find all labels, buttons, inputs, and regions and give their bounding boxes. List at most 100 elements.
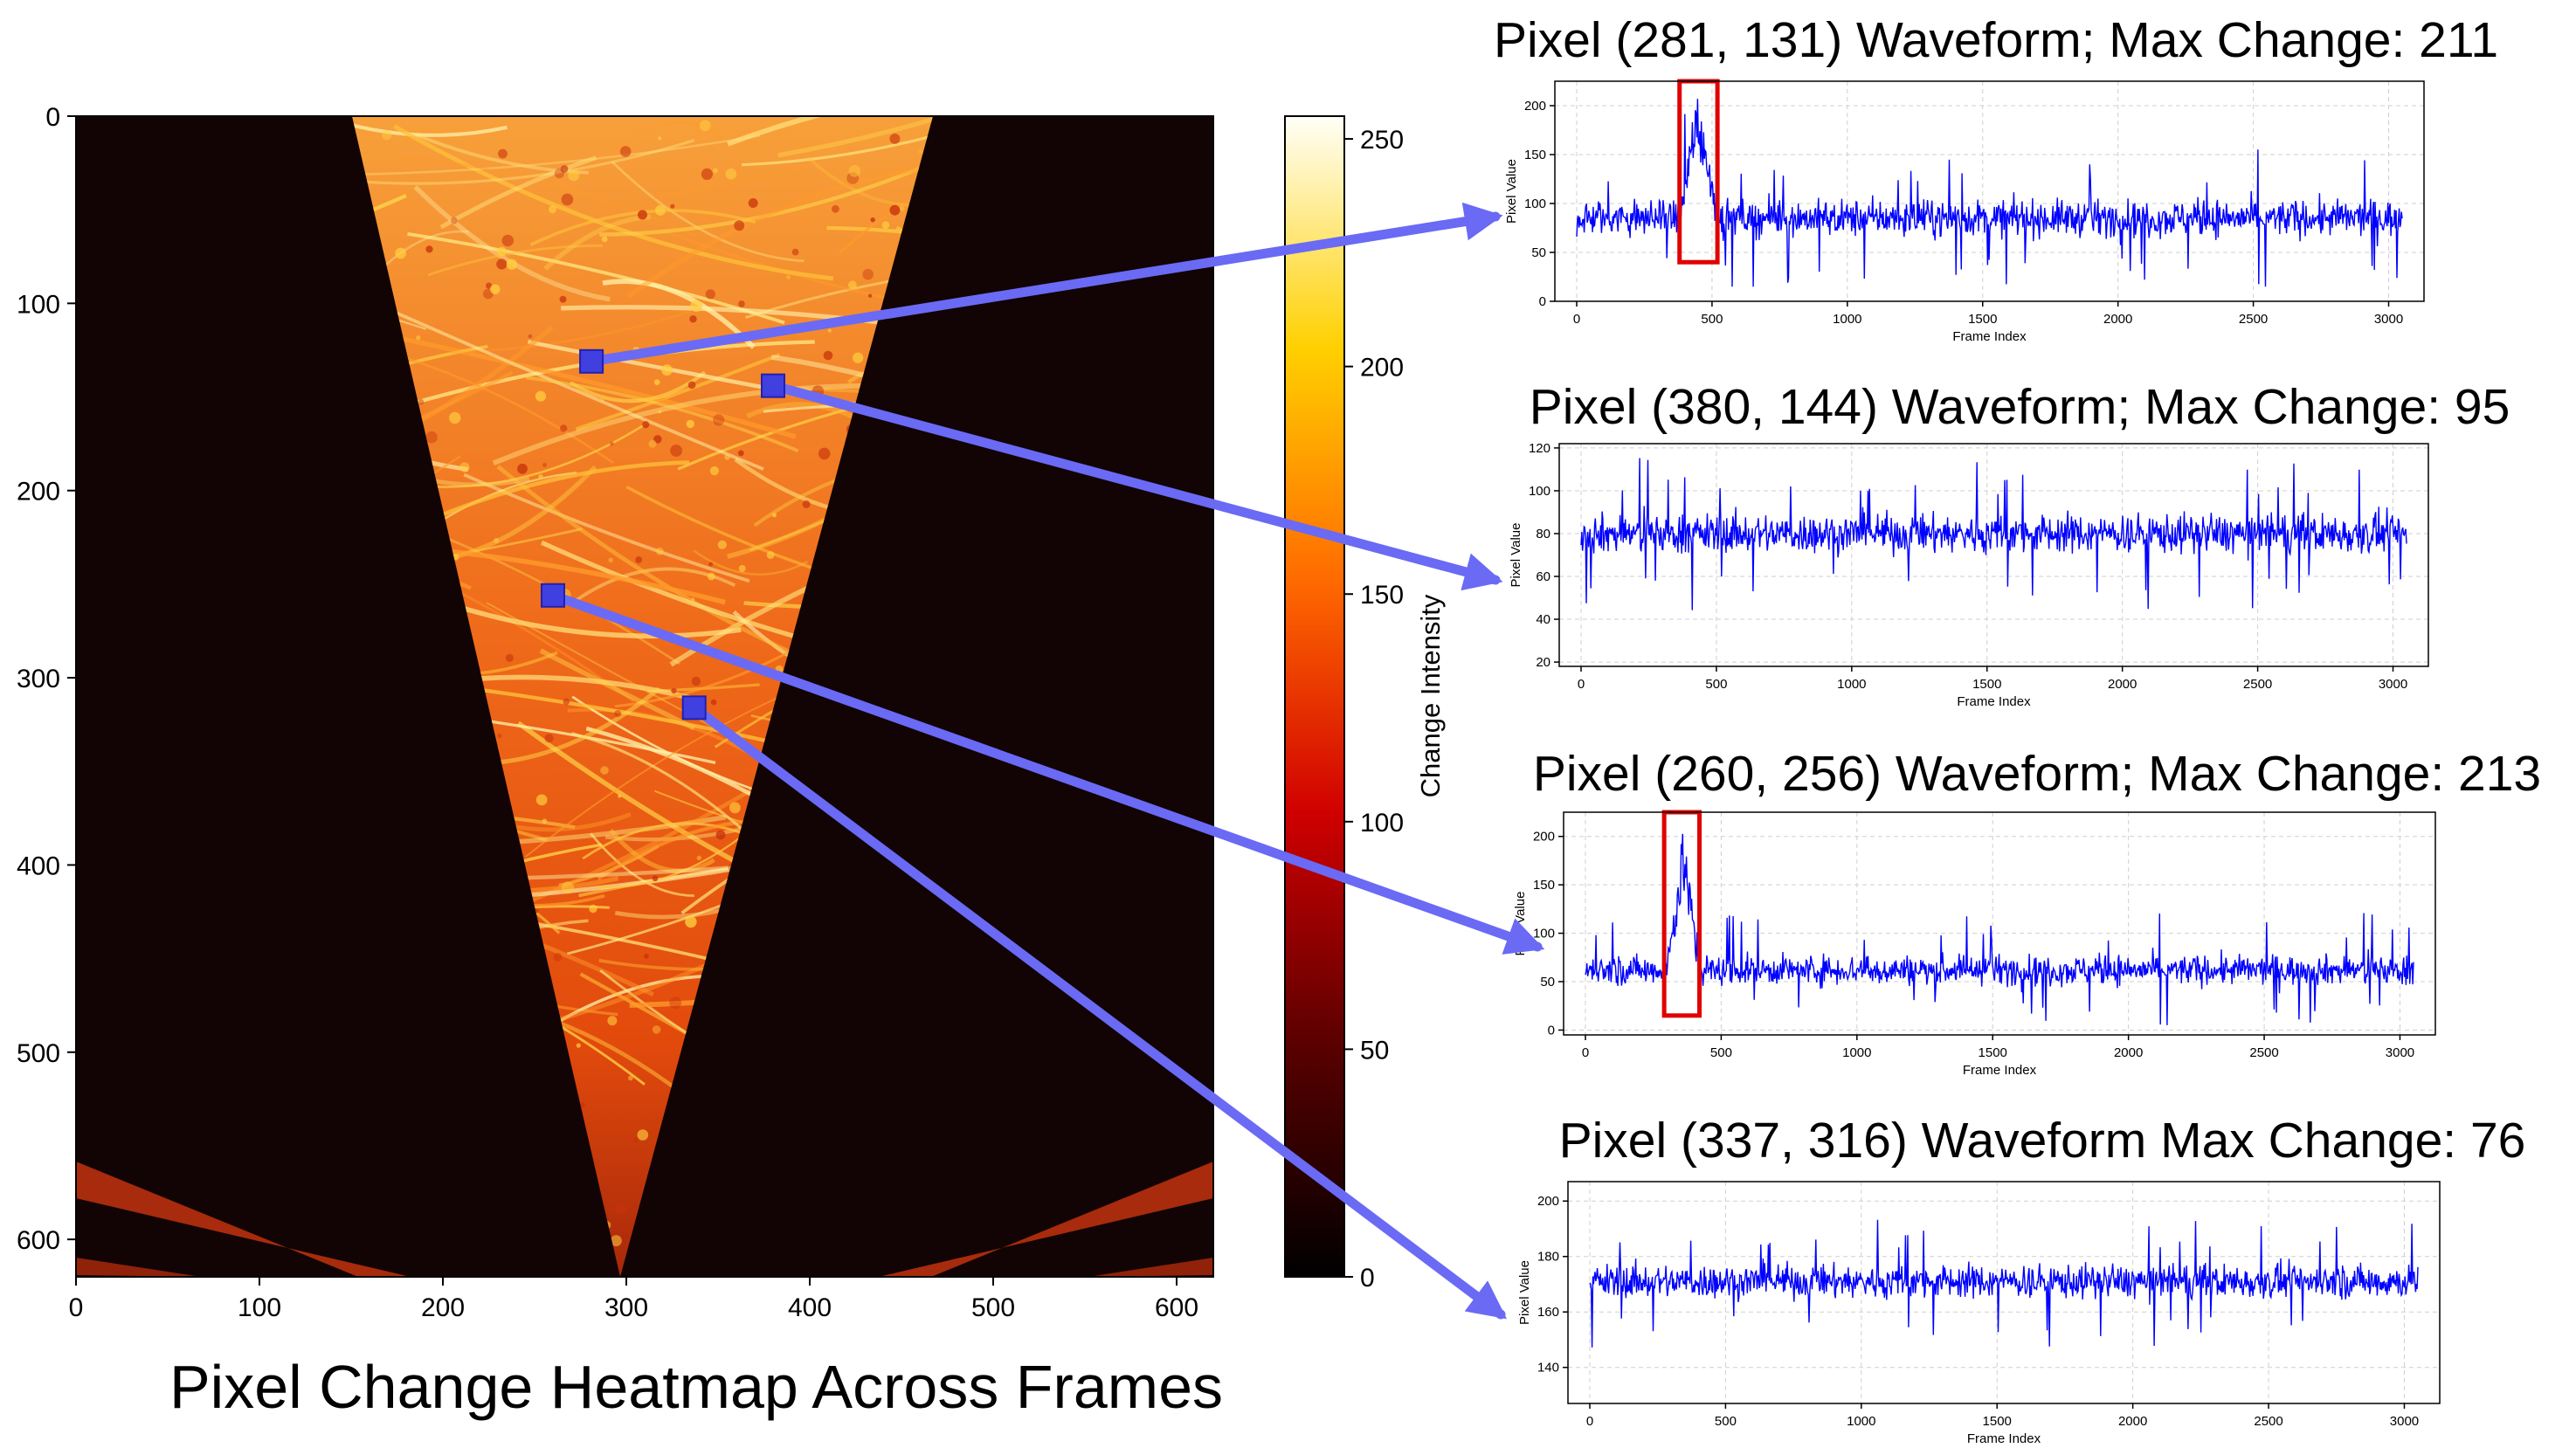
heat-speckle	[459, 462, 470, 472]
y-tick-label: 100	[1524, 197, 1546, 211]
waveform-panel-4: Pixel (337, 316) Waveform Max Change: 76…	[1517, 1113, 2525, 1446]
heat-speckle	[670, 203, 675, 209]
heat-speckle	[738, 565, 746, 572]
x-tick-label: 300	[604, 1293, 648, 1322]
heat-speckle	[710, 699, 717, 706]
heat-speckle	[713, 168, 718, 174]
heat-speckle	[725, 168, 737, 180]
x-tick-label: 500	[1701, 312, 1723, 327]
heat-speckle	[490, 284, 501, 294]
x-tick-label: 1500	[1983, 1414, 2012, 1429]
x-tick-label: 2500	[2254, 1414, 2282, 1429]
x-tick-label: 500	[1710, 1045, 1732, 1060]
heat-speckle	[635, 556, 643, 563]
x-tick-label: 3000	[2374, 312, 2403, 327]
colorbar-ticks: 0 50 100 150 200 250	[1344, 126, 1404, 1293]
heat-speckle	[705, 289, 715, 300]
y-tick-label: 150	[1533, 878, 1555, 893]
y-tick-label: 50	[1531, 245, 1546, 260]
heat-speckle	[618, 794, 622, 798]
heat-streak	[352, 116, 456, 125]
connector-arrow	[586, 202, 1503, 367]
heat-speckle	[560, 165, 569, 173]
panel-frame	[1558, 443, 2429, 667]
heat-speckle	[717, 540, 727, 549]
y-tick-label: 0	[45, 103, 60, 132]
heat-speckle	[669, 996, 682, 1010]
y-tick-label: 160	[1537, 1305, 1559, 1320]
heat-streak	[741, 116, 933, 167]
heat-speckle	[687, 381, 696, 390]
x-tick-label: 2500	[2243, 677, 2272, 692]
heat-speckle	[832, 204, 839, 213]
colorbar-tick-label: 150	[1360, 581, 1404, 610]
x-tick-label: 400	[788, 1293, 832, 1322]
heat-streak	[575, 353, 781, 431]
y-tick-label: 200	[17, 478, 60, 507]
y-tick-label: 100	[17, 290, 60, 319]
x-tick-label: 500	[1705, 677, 1727, 692]
heat-speckle	[738, 300, 745, 307]
heat-speckle	[638, 210, 647, 220]
heat-speckle	[610, 441, 614, 446]
heat-streak	[525, 376, 799, 452]
heat-speckle	[848, 280, 857, 290]
panel-title: Pixel (281, 131) Waveform; Max Change: 2…	[1494, 12, 2498, 68]
panel-frame	[1554, 80, 2425, 302]
heat-speckle	[416, 335, 421, 341]
heat-speckle	[494, 537, 500, 544]
heat-speckle	[561, 193, 574, 206]
heat-speckle	[870, 217, 875, 223]
heat-speckle	[599, 397, 604, 403]
y-tick-label: 0	[1539, 294, 1546, 309]
heat-speckle	[553, 953, 563, 962]
heat-speckle	[655, 547, 664, 555]
connector-arrow	[548, 590, 1545, 955]
heat-streak	[602, 279, 756, 349]
heat-speckle	[699, 120, 711, 132]
heat-speckle	[496, 259, 508, 270]
heat-speckle	[715, 830, 726, 840]
heat-streak	[653, 164, 809, 199]
waveform-panel-2: Pixel (380, 144) Waveform; Max Change: 9…	[1509, 379, 2510, 709]
heatmap-cone	[352, 116, 933, 1277]
heat-speckle	[498, 148, 508, 159]
connector-arrows	[548, 202, 1545, 1320]
heat-speckle	[748, 198, 758, 208]
heat-speckle	[655, 204, 666, 216]
y-tick-label: 120	[1529, 441, 1550, 456]
heat-speckle	[827, 328, 832, 333]
x-tick-label: 1000	[1837, 677, 1866, 692]
heat-streak	[407, 231, 785, 325]
y-tick-label: 100	[1533, 927, 1555, 941]
waveform-line	[1576, 99, 2403, 287]
heatmap-x-axis: 0 100 200 300 400 500 600	[69, 1277, 1198, 1322]
heat-streak	[609, 828, 715, 873]
heat-speckle	[580, 1102, 585, 1108]
heat-streak	[352, 134, 761, 176]
x-tick-label: 1500	[1972, 677, 2001, 692]
x-tick-label: 2000	[2118, 1414, 2147, 1429]
y-tick-label: 400	[17, 852, 60, 880]
heat-streak	[352, 325, 797, 439]
heat-speckle	[823, 350, 833, 361]
heat-speckle	[450, 217, 458, 224]
connector-arrow	[768, 381, 1503, 591]
heat-speckle	[724, 454, 730, 460]
heat-streak	[352, 139, 695, 185]
heat-speckle	[791, 248, 799, 256]
pixel-marker	[761, 373, 785, 398]
heat-speckle	[766, 551, 775, 559]
heat-speckle	[576, 1043, 581, 1048]
panel-title: Pixel (260, 256) Waveform; Max Change: 2…	[1533, 746, 2541, 802]
heat-speckle	[689, 315, 697, 323]
heat-speckle	[661, 364, 673, 376]
heat-speckle	[671, 687, 677, 694]
heat-speckle	[658, 410, 662, 414]
panel-title: Pixel (380, 144) Waveform; Max Change: 9…	[1530, 379, 2510, 435]
heat-speckle	[614, 710, 622, 718]
heat-streak	[611, 160, 805, 263]
y-tick-label: 0	[1548, 1023, 1555, 1038]
heat-speckle	[881, 221, 890, 229]
heat-speckle	[506, 259, 518, 270]
